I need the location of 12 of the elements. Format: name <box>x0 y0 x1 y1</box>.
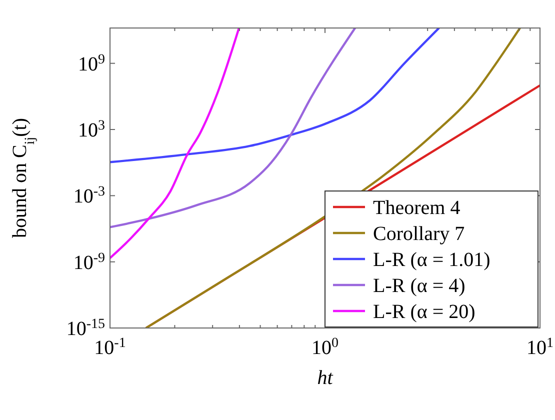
legend-label: Corollary 7 <box>373 223 465 245</box>
legend-label: L-R (α = 1.01) <box>373 249 490 271</box>
x-tick-label: 10$^{1}$ <box>526 336 554 359</box>
legend-label: L-R (α = 20) <box>373 301 476 323</box>
x-axis-title: ht <box>317 367 334 389</box>
y-tick-label: 10$^{3}$ <box>78 118 105 142</box>
legend-label: L-R (α = 4) <box>373 275 466 297</box>
x-tick-label: 10$^{0}$ <box>312 336 338 359</box>
y-tick-label: 10$^{-9}$ <box>73 250 105 274</box>
y-tick-label: 10$^{-3}$ <box>73 184 105 208</box>
legend-label: Theorem 4 <box>373 197 460 219</box>
y-tick-label: 10$^{9}$ <box>78 52 105 76</box>
